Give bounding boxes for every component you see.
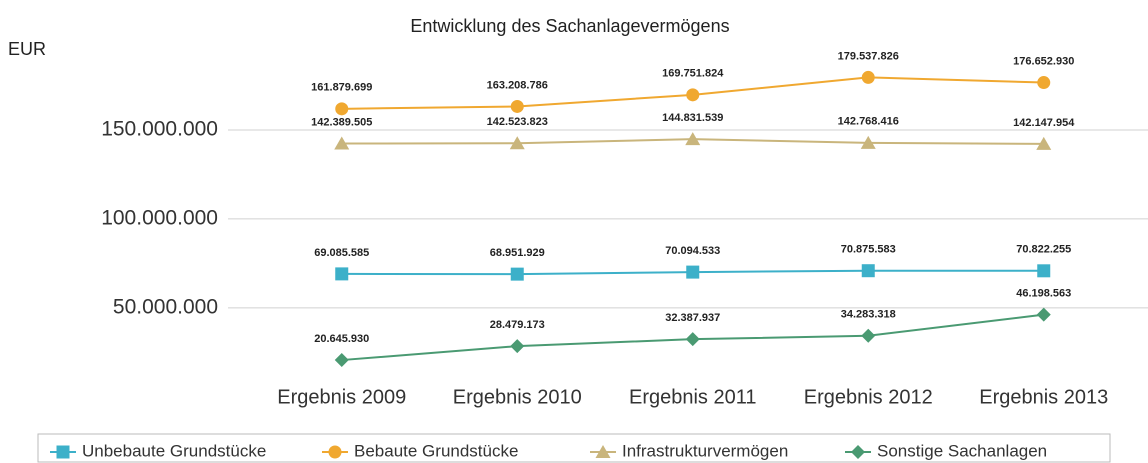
data-point — [510, 99, 524, 113]
legend-label: Sonstige Sachanlagen — [877, 441, 1047, 460]
data-point — [334, 353, 349, 368]
x-tick-label: Ergebnis 2010 — [453, 386, 582, 408]
legend-label: Bebaute Grundstücke — [354, 441, 518, 460]
y-tick-label: 50.000.000 — [113, 295, 218, 318]
chart-title: Entwicklung des Sachanlagevermögens — [410, 16, 729, 36]
legend-label: Unbebaute Grundstücke — [82, 441, 266, 460]
data-point — [510, 339, 525, 354]
data-label: 179.537.826 — [838, 50, 899, 62]
data-point — [1036, 136, 1052, 150]
data-label: 142.147.954 — [1013, 117, 1075, 129]
data-label: 70.822.255 — [1016, 244, 1071, 256]
data-label: 20.645.930 — [314, 333, 369, 345]
data-point — [861, 264, 875, 278]
data-point — [860, 135, 876, 149]
data-point — [1037, 264, 1051, 278]
data-label: 176.652.930 — [1013, 55, 1074, 67]
data-point — [686, 88, 700, 102]
data-point — [510, 267, 524, 281]
data-label: 32.387.937 — [665, 312, 720, 324]
data-point — [861, 70, 875, 84]
data-point — [335, 267, 349, 281]
y-axis-label: EUR — [8, 39, 46, 59]
data-point — [1037, 76, 1051, 90]
data-label: 142.523.823 — [487, 116, 548, 128]
data-point — [335, 102, 349, 116]
legend-marker — [595, 445, 611, 458]
data-point — [686, 265, 700, 279]
data-point — [509, 136, 525, 150]
legend-marker — [56, 445, 70, 459]
data-label: 142.768.416 — [838, 116, 899, 128]
legend-label: Infrastrukturvermögen — [622, 441, 788, 460]
y-tick-label: 100.000.000 — [101, 206, 218, 229]
data-label: 161.879.699 — [311, 82, 372, 94]
data-label: 46.198.563 — [1016, 288, 1071, 300]
legend-marker — [851, 445, 865, 459]
x-tick-label: Ergebnis 2013 — [979, 386, 1108, 408]
data-label: 144.831.539 — [662, 112, 723, 124]
data-point — [334, 136, 350, 150]
legend-marker — [328, 445, 342, 459]
x-tick-label: Ergebnis 2011 — [629, 386, 757, 408]
data-point — [685, 332, 700, 347]
data-label: 169.751.824 — [662, 68, 724, 80]
data-label: 163.208.786 — [487, 79, 548, 91]
data-point — [685, 132, 701, 146]
data-point — [1036, 307, 1051, 322]
data-label: 68.951.929 — [490, 247, 545, 259]
data-label: 34.283.318 — [841, 309, 896, 321]
y-tick-label: 150.000.000 — [101, 118, 218, 141]
legend-box — [37, 433, 1111, 463]
data-point — [861, 328, 876, 343]
x-tick-label: Ergebnis 2012 — [804, 386, 933, 408]
data-label: 70.875.583 — [841, 244, 896, 256]
data-label: 70.094.533 — [665, 245, 720, 257]
data-label: 142.389.505 — [311, 116, 372, 128]
x-tick-label: Ergebnis 2009 — [277, 386, 406, 408]
data-label: 69.085.585 — [314, 247, 369, 259]
data-label: 28.479.173 — [490, 319, 545, 331]
